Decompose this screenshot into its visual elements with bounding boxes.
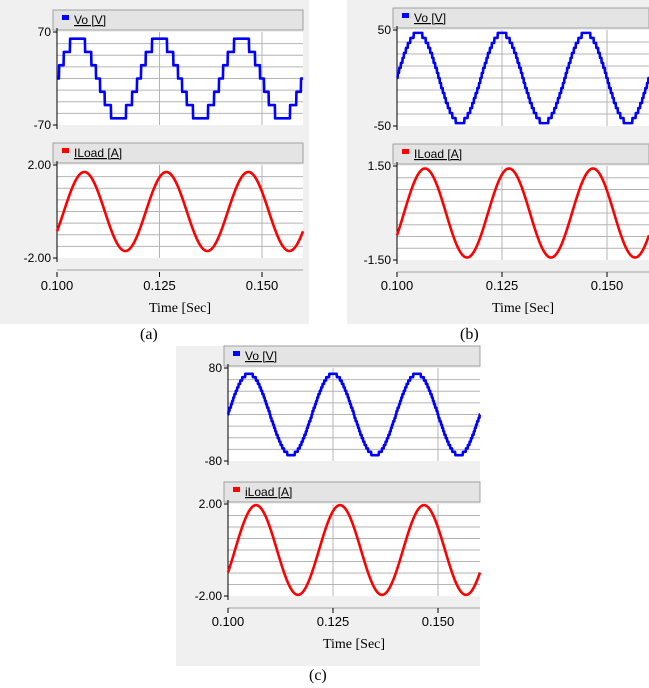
chart-panel-a: 70 -70 Vo [V] 2.00 -2.00 ILoad [A] 0.100 0.125 0…: [0, 0, 309, 324]
y-tick-label: 70: [38, 25, 52, 39]
legend-label: iLoad [A]: [245, 485, 292, 499]
series-line: [226, 503, 482, 597]
x-tick-label: 0.125: [143, 278, 176, 293]
legend-label: ILoad [A]: [414, 147, 462, 161]
y-tick-label: 2.00: [28, 158, 52, 172]
series-line: [395, 167, 649, 259]
x-tick-label: 0.100: [381, 278, 414, 293]
x-tick-label: 0.100: [41, 278, 74, 293]
legend-bar: [223, 345, 481, 367]
chart-svg: 70 -70 Vo [V] 2.00 -2.00 ILoad [A] 0.100 0.125 0…: [24, 9, 305, 316]
series-line: [55, 170, 305, 253]
legend-swatch: [402, 149, 409, 154]
legend-bar: [223, 481, 481, 503]
y-tick-label: -2.00: [24, 251, 52, 265]
chart-svg: 80 -80 Vo [V] 2.00 -2.00 iLoad [A] 0.100 0.125 0…: [195, 345, 482, 652]
legend-label: Vo [V]: [245, 349, 277, 363]
legend-label: Vo [V]: [74, 13, 106, 27]
legend-bar: [392, 143, 649, 165]
series-line: [395, 31, 649, 125]
legend-swatch: [62, 148, 69, 153]
legend-swatch: [402, 13, 409, 18]
legend-swatch: [233, 487, 240, 492]
y-tick-label: 2.00: [199, 497, 223, 511]
series-line: [55, 37, 305, 120]
y-tick-label: 80: [209, 361, 223, 375]
legend-swatch: [233, 351, 240, 356]
legend-swatch: [62, 15, 69, 20]
x-axis-label: Time [Sec]: [492, 301, 554, 316]
y-tick-label: -1.50: [364, 253, 392, 267]
chart-svg: 50 -50 Vo [V] 1.50 -1.50 ILoad [A] 0.100 0.125 0…: [364, 7, 649, 316]
x-tick-label: 0.150: [591, 278, 624, 293]
x-tick-label: 0.150: [246, 278, 279, 293]
x-axis-label: Time [Sec]: [323, 637, 385, 652]
x-tick-label: 0.150: [422, 614, 455, 629]
caption-a: (a): [140, 326, 158, 343]
y-tick-label: 50: [378, 23, 392, 37]
chart-panel-c: 80 -80 Vo [V] 2.00 -2.00 iLoad [A] 0.100 0.125 0…: [176, 345, 482, 666]
y-tick-label: -50: [374, 119, 392, 133]
legend-bar: [392, 7, 649, 29]
x-tick-label: 0.125: [486, 278, 519, 293]
caption-b: (b): [460, 326, 479, 343]
y-tick-label: 1.50: [368, 159, 392, 173]
legend-bar: [52, 142, 304, 164]
y-tick-label: -2.00: [195, 589, 223, 603]
x-tick-label: 0.125: [317, 614, 350, 629]
legend-bar: [52, 9, 304, 31]
x-axis-label: Time [Sec]: [149, 301, 211, 316]
x-tick-label: 0.100: [212, 614, 245, 629]
legend-label: Vo [V]: [414, 11, 446, 25]
series-line: [226, 372, 482, 457]
chart-panel-b: 50 -50 Vo [V] 1.50 -1.50 ILoad [A] 0.100 0.125 0…: [347, 0, 649, 324]
legend-label: ILoad [A]: [74, 146, 122, 160]
y-tick-label: -70: [34, 118, 52, 132]
caption-c: (c): [309, 667, 327, 684]
y-tick-label: -80: [205, 454, 223, 468]
